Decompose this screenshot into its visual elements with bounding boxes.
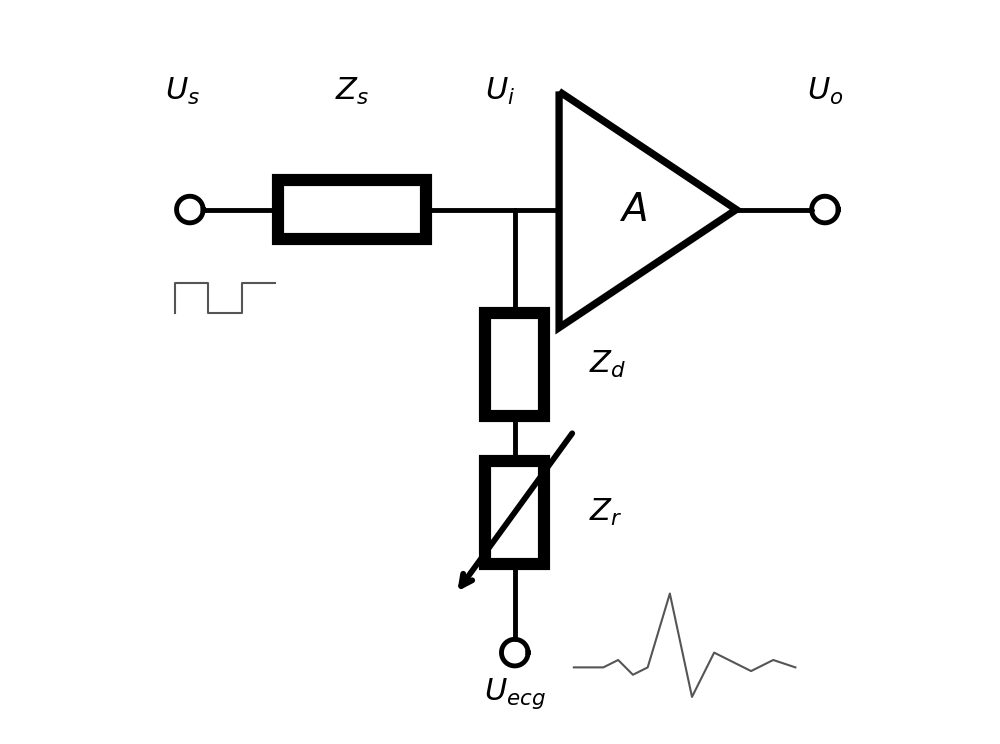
Text: $\mathbf{\mathit{U_i}}$: $\mathbf{\mathit{U_i}}$ bbox=[485, 76, 515, 107]
Text: $\mathbf{\mathit{Z_r}}$: $\mathbf{\mathit{Z_r}}$ bbox=[589, 497, 622, 527]
Text: $\mathbf{\mathit{Z_s}}$: $\mathbf{\mathit{Z_s}}$ bbox=[335, 76, 369, 107]
Text: $\mathbf{\mathit{U_{ecg}}}$: $\mathbf{\mathit{U_{ecg}}}$ bbox=[484, 676, 546, 711]
Bar bbox=[278, 180, 426, 239]
Text: $\mathbf{\mathit{U_o}}$: $\mathbf{\mathit{U_o}}$ bbox=[807, 76, 843, 107]
Bar bbox=[485, 461, 544, 564]
Bar bbox=[485, 313, 544, 417]
Text: $\mathbf{\mathit{U_s}}$: $\mathbf{\mathit{U_s}}$ bbox=[165, 76, 200, 107]
Text: $\mathbf{\mathit{A}}$: $\mathbf{\mathit{A}}$ bbox=[619, 190, 647, 228]
Text: $\mathbf{\mathit{Z_d}}$: $\mathbf{\mathit{Z_d}}$ bbox=[589, 349, 626, 380]
